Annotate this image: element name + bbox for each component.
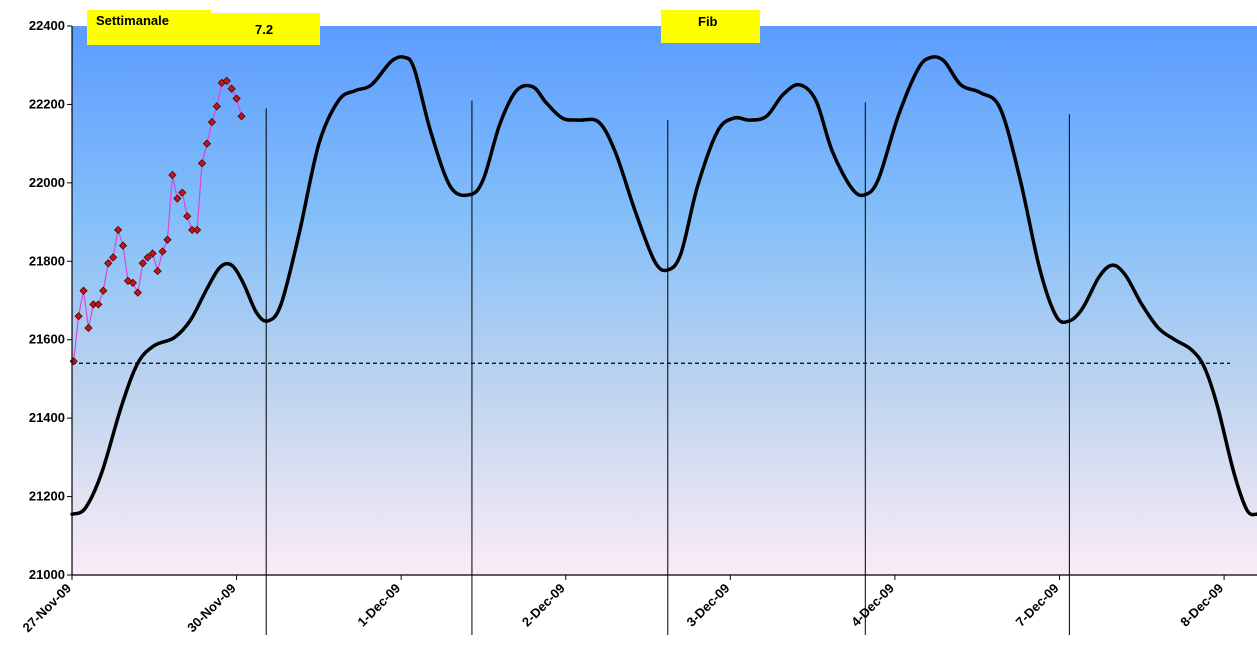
y-tick-labels: 21000 21200 21400 21600 21800 22000 22200 22400 — [29, 18, 72, 582]
price-marker-32 — [222, 76, 231, 85]
price-marker-27 — [197, 159, 207, 168]
price-marker-29 — [207, 117, 216, 127]
weekly-value-box — [211, 13, 320, 45]
price-marker-33 — [227, 84, 236, 93]
weekly-label-box — [87, 10, 211, 45]
price-marker-14 — [133, 288, 142, 297]
y-tick-label-21800: 21800 — [29, 253, 65, 268]
price-marker-28 — [202, 139, 212, 148]
price-marker-21 — [168, 170, 177, 180]
weekly-label: Settimanale — [96, 13, 169, 28]
price-marker-34 — [232, 94, 241, 103]
weekly-value: 7.2 — [255, 22, 273, 37]
y-tick-label-21600: 21600 — [29, 332, 65, 347]
price-series-group — [69, 76, 246, 366]
price-marker-3 — [79, 286, 88, 295]
y-tick-label-21000: 21000 — [29, 567, 65, 582]
price-marker-20 — [163, 235, 172, 244]
x-tick-label-1: 27-Nov-09 — [20, 581, 75, 636]
price-marker-15 — [138, 259, 147, 268]
x-tick-label-5: 3-Dec-09 — [684, 581, 733, 630]
x-tick-label-4: 2-Dec-09 — [519, 581, 568, 630]
fib-curve — [70, 55, 1257, 517]
y-tick-label-21400: 21400 — [29, 410, 65, 425]
price-marker-9 — [109, 253, 118, 262]
plot-area — [72, 26, 1257, 575]
x-tick-labels: 27-Nov-09 30-Nov-09 1-Dec-09 2-Dec-09 3-Dec-… — [20, 575, 1226, 636]
x-tick-label-8: 8-Dec-09 — [1177, 581, 1226, 630]
price-marker-11 — [118, 241, 128, 250]
legend-boxes: Settimanale 7.2 Fib — [87, 10, 760, 45]
fib-label-box — [661, 10, 760, 43]
price-marker-13 — [128, 278, 137, 287]
price-marker-18 — [153, 266, 162, 276]
y-tick-label-22000: 22000 — [29, 175, 65, 190]
price-marker-16 — [143, 253, 152, 262]
price-marker-23 — [178, 188, 187, 197]
price-marker-17 — [148, 249, 157, 258]
y-tick-label-21200: 21200 — [29, 489, 65, 504]
price-marker-22 — [173, 194, 182, 203]
x-tick-label-6: 4-Dec-09 — [848, 581, 897, 630]
price-marker-8 — [104, 259, 113, 268]
price-marker-12 — [123, 276, 133, 285]
price-marker-4 — [84, 323, 93, 333]
price-marker-26 — [192, 225, 202, 235]
x-tick-label-2: 30-Nov-09 — [184, 581, 239, 636]
x-tick-label-3: 1-Dec-09 — [354, 581, 403, 630]
price-marker-24 — [183, 212, 192, 221]
fib-curve-group — [70, 55, 1257, 517]
price-marker-2 — [74, 312, 83, 321]
price-marker-30 — [212, 102, 221, 111]
y-tick-label-22200: 22200 — [29, 96, 65, 111]
price-marker-10 — [113, 225, 123, 235]
price-marker-35 — [237, 112, 246, 121]
vertical-lines — [265, 100, 1070, 635]
price-marker-7 — [99, 286, 108, 295]
fib-label: Fib — [698, 14, 718, 29]
x-tick-label-7: 7-Dec-09 — [1013, 581, 1062, 630]
price-marker-19 — [158, 247, 167, 256]
price-marker-1 — [69, 357, 78, 366]
price-marker-6 — [94, 300, 103, 309]
y-tick-label-22400: 22400 — [29, 18, 65, 33]
